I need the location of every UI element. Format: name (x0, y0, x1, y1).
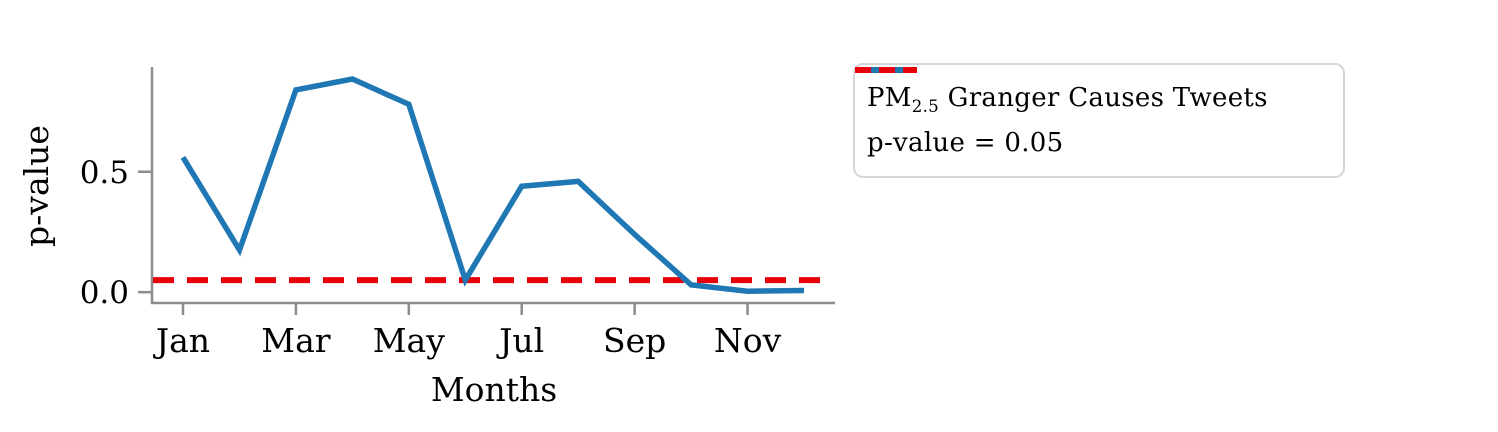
y-tick-label: 0.5 (80, 155, 129, 191)
legend-label-pm25: PM2.5 Granger Causes Tweets (867, 83, 1268, 115)
x-tick-label: Jul (496, 321, 544, 360)
x-tick-label: Mar (261, 321, 330, 360)
x-axis-ticks: Jan Mar May Jul Sep Nov (153, 303, 782, 360)
axes-spines (150, 67, 835, 305)
x-axis-label: Months (431, 370, 557, 409)
legend-item-pm25: PM2.5 Granger Causes Tweets (856, 67, 1331, 115)
legend-item-threshold: p-value = 0.05 (855, 67, 1331, 158)
legend-label-pm25-suffix: Granger Causes Tweets (939, 83, 1268, 114)
legend: PM2.5 Granger Causes Tweets p-value = 0.… (853, 63, 1345, 178)
legend-label-pm25-subscript: 2.5 (911, 97, 940, 117)
y-axis-ticks: 0.0 0.5 (80, 155, 152, 311)
legend-swatch-dashed-line (855, 67, 917, 73)
x-tick-label: Sep (603, 321, 666, 360)
x-tick-label: Jan (153, 321, 210, 360)
legend-label-pm25-prefix: PM (867, 83, 912, 114)
series-line-pm25-granger (180, 76, 805, 294)
legend-label-threshold: p-value = 0.05 (867, 127, 1064, 158)
y-axis-label: p-value (17, 125, 56, 247)
x-tick-label: Nov (714, 321, 782, 360)
y-tick-label: 0.0 (80, 275, 129, 311)
x-tick-label: May (373, 321, 445, 360)
